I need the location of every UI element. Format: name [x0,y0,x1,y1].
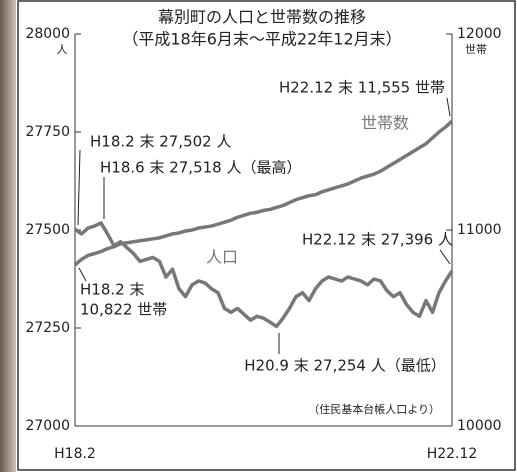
source-note: （住民基本台帳人口より） [308,402,440,416]
leader-line [447,98,450,116]
series-label: 人口 [206,248,238,267]
y-tick-label: 27750 [25,124,70,140]
photo-strip [0,0,16,472]
annotation: 10,822 世帯 [80,301,167,319]
y-tick-label: 27500 [25,222,70,238]
chart: 幕別町の人口と世帯数の推移 （平成18年6月末〜平成22年12月末） 人 世帯 … [0,0,517,472]
y-tick-label: 28000 [25,26,70,42]
leader-line [440,250,450,264]
x-tick-label: H18.2 [54,446,96,462]
y2-unit: 世帯 [465,43,487,56]
series-label: 世帯数 [361,114,409,133]
y-unit: 人 [57,43,68,56]
y2-tick-label: 12000 [457,26,502,42]
chart-subtitle: （平成18年6月末〜平成22年12月末） [122,30,401,49]
y-tick-label: 27000 [25,418,70,434]
y2-tick-label: 10000 [457,418,502,434]
leader-line [78,150,80,225]
annotation: H22.12 末 27,396 人 [302,231,453,249]
leader-line [79,268,86,281]
annotation: H22.12 末 11,555 世帯 [279,79,445,97]
x-tick-label: H22.12 [427,446,478,462]
annotation: H18.2 末 [80,281,144,299]
annotation: H18.6 末 27,518 人（最高） [100,159,301,177]
annotation: H20.9 末 27,254 人（最低） [244,357,445,375]
y-tick-label: 27250 [25,320,70,336]
annotation: H18.2 末 27,502 人 [90,133,231,151]
y2-tick-label: 11000 [457,222,502,238]
chart-title: 幕別町の人口と世帯数の推移 [158,8,366,27]
